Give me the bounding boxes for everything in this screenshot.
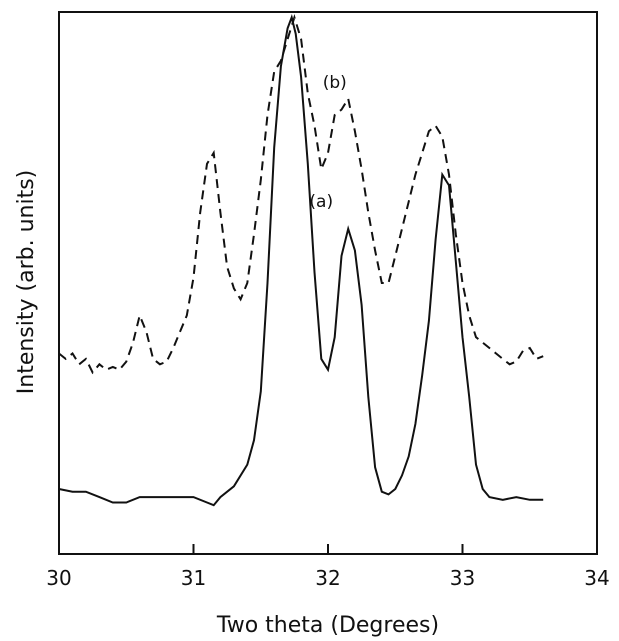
plot-area	[58, 11, 598, 555]
curves	[58, 14, 544, 507]
series-b-line	[58, 14, 544, 375]
x-ticks: 30 31 32 33 34	[46, 544, 610, 590]
x-tick-label-31: 31	[181, 566, 206, 590]
series-label-1: (a)	[309, 192, 333, 212]
y-axis-title: Intensity (arb. units)	[14, 170, 39, 394]
series-a-line	[58, 14, 544, 507]
series-annotations: (b) (a)	[309, 73, 346, 212]
x-tick-label-34: 34	[584, 566, 609, 590]
x-tick-label-33: 33	[450, 566, 475, 590]
plot-frame	[58, 11, 598, 555]
x-tick-label-30: 30	[46, 566, 71, 590]
x-tick-label-32: 32	[315, 566, 340, 590]
x-axis-title: Two theta (Degrees)	[216, 613, 439, 638]
series-label-0: (b)	[323, 73, 347, 93]
